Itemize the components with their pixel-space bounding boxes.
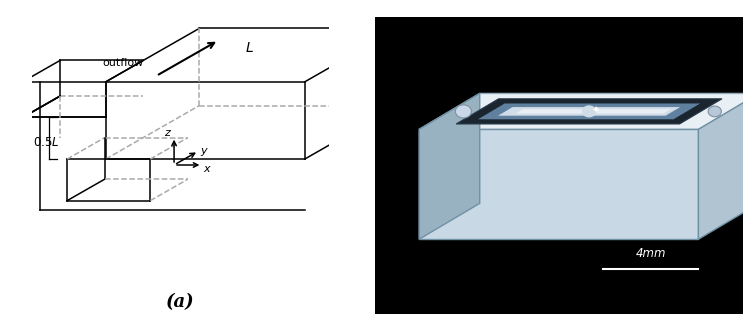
Text: $0.5L$: $0.5L$ [33,136,59,149]
Polygon shape [456,99,722,124]
Text: (a): (a) [166,294,194,312]
Text: $L$: $L$ [245,41,254,55]
Polygon shape [478,104,700,119]
Text: ✦: ✦ [592,106,600,116]
Circle shape [455,105,472,118]
Circle shape [583,106,596,117]
Polygon shape [419,93,750,129]
Polygon shape [515,109,671,114]
Text: (b): (b) [544,294,574,312]
Circle shape [708,106,722,117]
Polygon shape [419,129,698,239]
Text: 4mm: 4mm [635,247,666,260]
Polygon shape [419,93,480,239]
Text: outflow: outflow [103,57,144,68]
Text: $z$: $z$ [164,128,172,138]
Polygon shape [698,93,750,239]
Text: $y$: $y$ [200,146,209,158]
Text: $x$: $x$ [202,164,211,175]
Polygon shape [498,107,680,116]
